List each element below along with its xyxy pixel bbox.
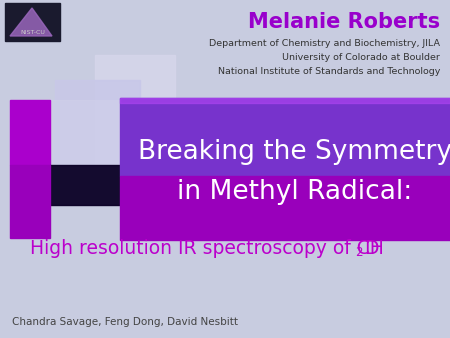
Bar [35,100,130,175]
Text: D: D [364,239,378,258]
Bar [120,176,450,240]
Bar [50,165,125,205]
Bar [55,80,140,175]
Text: Chandra Savage, Feng Dong, David Nesbitt: Chandra Savage, Feng Dong, David Nesbitt [12,317,238,327]
Bar [120,98,450,103]
Bar [10,100,50,165]
Polygon shape [10,8,52,36]
Bar [95,55,175,175]
Text: in Methyl Radical:: in Methyl Radical: [177,179,413,205]
Bar [120,98,450,176]
Text: Breaking the Symmetry: Breaking the Symmetry [138,139,450,165]
Text: Department of Chemistry and Biochemistry, JILA: Department of Chemistry and Biochemistry… [209,39,440,48]
Text: National Institute of Standards and Technology: National Institute of Standards and Tech… [218,67,440,75]
Text: University of Colorado at Boulder: University of Colorado at Boulder [282,52,440,62]
Bar [5,3,60,41]
Text: NIST-CU: NIST-CU [20,29,45,34]
Bar [10,165,50,238]
Text: Melanie Roberts: Melanie Roberts [248,12,440,32]
Text: High resolution IR spectroscopy of CH: High resolution IR spectroscopy of CH [30,239,384,258]
Text: 2: 2 [355,245,363,259]
